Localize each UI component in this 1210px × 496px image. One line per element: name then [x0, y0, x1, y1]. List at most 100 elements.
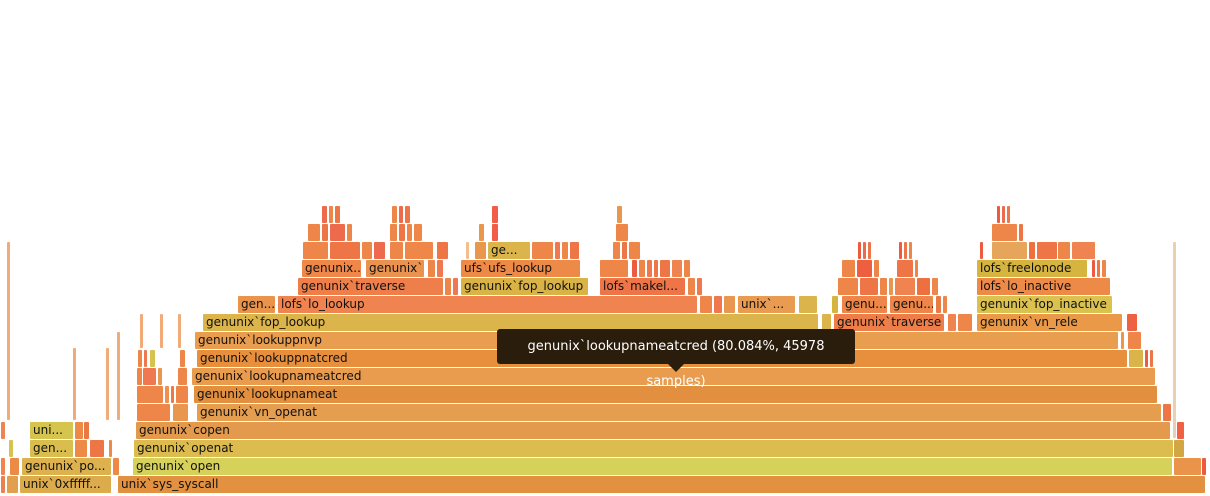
frame[interactable]: unix`sys_syscall [118, 476, 1205, 493]
frame-fragment[interactable] [492, 224, 498, 241]
frame-fragment[interactable] [1128, 332, 1141, 349]
frame-fragment[interactable] [137, 368, 142, 385]
frame-fragment[interactable] [479, 224, 484, 241]
frame-fragment[interactable] [1058, 242, 1070, 259]
frame-fragment[interactable] [117, 332, 120, 420]
frame[interactable]: genunix`vn_openat [197, 404, 1161, 421]
frame[interactable]: ge... [488, 242, 530, 259]
frame-fragment[interactable] [632, 260, 637, 277]
frame[interactable]: genunix`lookuppnvp [195, 332, 1118, 349]
frame[interactable]: genunix`traverse [298, 278, 443, 295]
frame-fragment[interactable] [308, 224, 320, 241]
frame-fragment[interactable] [654, 260, 658, 277]
frame-fragment[interactable] [622, 242, 627, 259]
frame-fragment[interactable] [1163, 404, 1171, 421]
frame-fragment[interactable] [842, 260, 855, 277]
frame-fragment[interactable] [362, 242, 372, 259]
frame[interactable]: genunix`open [133, 458, 1172, 475]
frame-fragment[interactable] [980, 242, 983, 259]
frame-fragment[interactable] [428, 260, 435, 277]
frame-fragment[interactable] [138, 350, 142, 367]
frame-fragment[interactable] [1, 476, 5, 493]
frame[interactable]: unix`... [738, 296, 795, 313]
frame-fragment[interactable] [73, 348, 76, 420]
frame-fragment[interactable] [1150, 350, 1153, 367]
frame-fragment[interactable] [10, 458, 19, 475]
frame-fragment[interactable] [437, 260, 443, 277]
frame-fragment[interactable] [629, 242, 640, 259]
frame-fragment[interactable] [330, 224, 345, 241]
frame-fragment[interactable] [684, 260, 690, 277]
frame-fragment[interactable] [466, 242, 469, 259]
frame-fragment[interactable] [335, 206, 340, 223]
frame-fragment[interactable] [113, 458, 119, 475]
frame-fragment[interactable] [724, 296, 735, 313]
frame-fragment[interactable] [173, 404, 188, 421]
frame-fragment[interactable] [532, 242, 553, 259]
frame-fragment[interactable] [75, 422, 83, 439]
frame-fragment[interactable] [143, 368, 156, 385]
frame-fragment[interactable] [407, 224, 412, 241]
frame-fragment[interactable] [330, 242, 360, 259]
frame-fragment[interactable] [445, 278, 451, 295]
frame-fragment[interactable] [858, 242, 861, 259]
frame-fragment[interactable] [555, 242, 560, 259]
frame[interactable]: lofs`lo_inactive [977, 278, 1110, 295]
frame-fragment[interactable] [672, 260, 682, 277]
frame-fragment[interactable] [322, 224, 328, 241]
frame-fragment[interactable] [992, 224, 1017, 241]
frame[interactable]: gen... [30, 440, 73, 457]
frame[interactable]: lofs`makel... [600, 278, 685, 295]
frame-fragment[interactable] [390, 224, 397, 241]
frame-fragment[interactable] [917, 278, 930, 295]
frame-fragment[interactable] [616, 224, 628, 241]
frame[interactable]: genunix`... [366, 260, 424, 277]
frame-fragment[interactable] [909, 242, 912, 259]
frame-fragment[interactable] [7, 242, 10, 420]
frame-fragment[interactable] [714, 296, 722, 313]
frame-fragment[interactable] [160, 314, 163, 348]
frame-fragment[interactable] [838, 278, 858, 295]
frame-fragment[interactable] [895, 278, 915, 295]
frame-fragment[interactable] [137, 404, 170, 421]
frame-fragment[interactable] [390, 242, 403, 259]
frame-fragment[interactable] [399, 206, 403, 223]
frame-fragment[interactable] [1072, 242, 1095, 259]
frame-fragment[interactable] [399, 224, 405, 241]
frame[interactable]: gen... [238, 296, 275, 313]
frame-fragment[interactable] [1102, 260, 1106, 277]
frame-fragment[interactable] [171, 386, 174, 403]
frame-fragment[interactable] [303, 242, 328, 259]
frame-fragment[interactable] [613, 242, 620, 259]
frame[interactable]: genunix`lookuppnatcred [197, 350, 1127, 367]
frame-fragment[interactable] [176, 386, 188, 403]
frame[interactable]: unix`0xfffff... [20, 476, 111, 493]
frame-fragment[interactable] [144, 350, 147, 367]
frame-fragment[interactable] [943, 296, 947, 313]
frame[interactable]: lofs`freelonode [977, 260, 1087, 277]
frame-fragment[interactable] [158, 368, 162, 385]
frame-fragment[interactable] [1007, 206, 1010, 223]
frame[interactable]: genu... [890, 296, 933, 313]
frame-fragment[interactable] [405, 242, 433, 259]
frame-fragment[interactable] [180, 350, 185, 367]
frame-fragment[interactable] [322, 206, 327, 223]
frame-fragment[interactable] [832, 296, 838, 313]
frame-fragment[interactable] [700, 296, 712, 313]
frame-fragment[interactable] [997, 206, 1000, 223]
frame-fragment[interactable] [1173, 242, 1176, 438]
frame-fragment[interactable] [647, 260, 652, 277]
frame-fragment[interactable] [1174, 440, 1184, 457]
frame-fragment[interactable] [453, 278, 458, 295]
frame-fragment[interactable] [1002, 206, 1005, 223]
frame-fragment[interactable] [392, 206, 397, 223]
frame-fragment[interactable] [660, 260, 670, 277]
frame-fragment[interactable] [437, 242, 448, 259]
frame-fragment[interactable] [822, 314, 831, 331]
frame-fragment[interactable] [897, 260, 913, 277]
frame-fragment[interactable] [109, 440, 112, 457]
frame-fragment[interactable] [1037, 242, 1057, 259]
frame-fragment[interactable] [178, 314, 181, 348]
frame-fragment[interactable] [562, 242, 568, 259]
frame-fragment[interactable] [329, 206, 333, 223]
